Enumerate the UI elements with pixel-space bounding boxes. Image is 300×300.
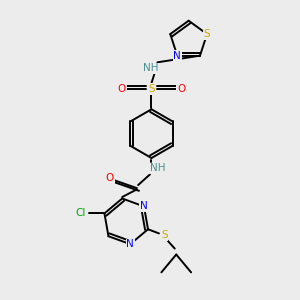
Text: N: N <box>140 201 148 212</box>
Text: N: N <box>173 51 181 61</box>
Text: NH: NH <box>150 164 165 173</box>
Text: NH: NH <box>143 63 159 73</box>
Text: S: S <box>161 230 168 240</box>
Text: S: S <box>204 29 210 39</box>
Text: S: S <box>148 84 155 94</box>
Text: O: O <box>118 84 126 94</box>
Text: O: O <box>106 173 114 183</box>
Text: Cl: Cl <box>76 208 86 218</box>
Text: N: N <box>126 239 134 249</box>
Text: O: O <box>177 84 185 94</box>
